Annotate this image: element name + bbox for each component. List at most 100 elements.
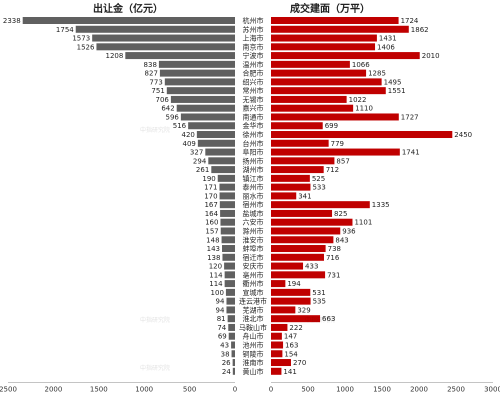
city-label: 铜陵市 bbox=[243, 349, 264, 358]
left-bar-value: 294 bbox=[193, 157, 207, 165]
left-bar bbox=[226, 306, 235, 314]
left-bar bbox=[225, 288, 235, 296]
right-bar bbox=[271, 43, 376, 51]
right-bar bbox=[271, 323, 288, 331]
watermark-text: 中指研究院 bbox=[140, 126, 170, 134]
right-tick-label: 2000 bbox=[410, 386, 428, 394]
left-bar bbox=[164, 78, 235, 86]
right-bar bbox=[271, 69, 367, 77]
city-label: 扬州市 bbox=[243, 156, 264, 165]
left-bar bbox=[224, 262, 235, 270]
city-label: 六安市 bbox=[243, 218, 264, 227]
city-label: 温州市 bbox=[243, 60, 264, 69]
city-label: 淮南市 bbox=[243, 358, 264, 367]
left-bar-value: 148 bbox=[206, 236, 219, 244]
left-bar-value: 1573 bbox=[72, 35, 90, 43]
left-bar bbox=[219, 183, 235, 191]
city-label: 泰州市 bbox=[243, 183, 264, 192]
city-label: 常州市 bbox=[243, 86, 264, 95]
left-tick-label: 2500 bbox=[0, 386, 17, 394]
right-bar bbox=[271, 218, 353, 226]
left-bar bbox=[228, 323, 235, 331]
left-bar bbox=[221, 236, 235, 244]
right-bar bbox=[271, 192, 297, 200]
city-label: 淮北市 bbox=[243, 314, 264, 323]
left-bar-value: 261 bbox=[196, 166, 209, 174]
right-bar-value: 699 bbox=[325, 122, 338, 130]
left-bar bbox=[92, 34, 235, 42]
left-bar bbox=[224, 280, 235, 288]
right-bar-value: 1431 bbox=[379, 35, 397, 43]
left-bar bbox=[219, 201, 235, 209]
right-bar bbox=[271, 139, 329, 147]
right-tick-label: 0 bbox=[269, 386, 273, 394]
right-bar-value: 1335 bbox=[372, 201, 390, 209]
right-bar-value: 663 bbox=[322, 315, 335, 323]
right-bar bbox=[271, 131, 453, 139]
left-bar bbox=[96, 43, 235, 51]
left-bar bbox=[22, 17, 236, 24]
right-bar bbox=[271, 367, 282, 375]
right-bar-value: 525 bbox=[312, 175, 325, 183]
right-tick-label: 1000 bbox=[336, 386, 354, 394]
left-bar bbox=[231, 350, 235, 358]
left-bar-value: 1754 bbox=[56, 26, 74, 34]
right-bar bbox=[271, 104, 354, 112]
right-bar-value: 270 bbox=[293, 359, 306, 367]
left-bar bbox=[196, 131, 235, 139]
right-bar-value: 329 bbox=[297, 306, 310, 314]
city-label: 台州市 bbox=[243, 139, 264, 148]
right-bar bbox=[271, 262, 304, 270]
right-bar-value: 1741 bbox=[402, 149, 420, 157]
right-bar-value: 779 bbox=[331, 140, 344, 148]
left-bar bbox=[176, 104, 235, 112]
right-bar bbox=[271, 174, 310, 182]
left-bar-value: 706 bbox=[156, 96, 170, 104]
right-bar-value: 936 bbox=[342, 227, 356, 235]
left-bar-value: 26 bbox=[222, 359, 231, 367]
left-bar-value: 43 bbox=[220, 341, 229, 349]
right-bar bbox=[271, 60, 350, 68]
left-tick-label: 500 bbox=[183, 386, 196, 394]
left-bar bbox=[222, 245, 235, 253]
left-tick-label: 2000 bbox=[44, 386, 62, 394]
city-label: 池州市 bbox=[243, 340, 264, 349]
city-label: 无锡市 bbox=[243, 95, 264, 104]
city-label: 蚌埠市 bbox=[243, 244, 264, 253]
city-label: 宣城市 bbox=[243, 288, 264, 297]
right-bar-value: 141 bbox=[283, 368, 296, 376]
right-tick-label: 3000 bbox=[484, 386, 500, 394]
left-bar bbox=[220, 209, 235, 217]
city-label: 连云港市 bbox=[239, 297, 267, 306]
right-bar bbox=[271, 271, 326, 279]
right-bar bbox=[271, 332, 282, 340]
left-bar-value: 642 bbox=[161, 105, 174, 113]
right-bar-value: 154 bbox=[284, 350, 298, 358]
right-bar-value: 533 bbox=[312, 184, 325, 192]
watermark-text: 中指研究院 bbox=[140, 316, 170, 324]
right-bar-value: 1406 bbox=[377, 43, 395, 51]
right-tick-label: 2500 bbox=[447, 386, 465, 394]
right-bar bbox=[271, 52, 420, 60]
left-bar bbox=[217, 174, 235, 182]
right-bar bbox=[271, 341, 284, 349]
right-bar bbox=[271, 183, 311, 191]
left-bar-value: 2338 bbox=[3, 17, 21, 25]
city-label: 安庆市 bbox=[243, 262, 264, 271]
city-label: 宿迁市 bbox=[243, 253, 264, 262]
left-x-axis: 2500 2000 1500 1000 500 0 bbox=[0, 382, 237, 394]
left-bar-value: 157 bbox=[205, 227, 218, 235]
city-label: 衢州市 bbox=[243, 279, 264, 288]
left-bar bbox=[227, 315, 235, 323]
left-bar-value: 167 bbox=[204, 201, 217, 209]
right-bar bbox=[271, 288, 311, 296]
right-bar-value: 1066 bbox=[352, 61, 370, 69]
left-bar-value: 1208 bbox=[105, 52, 123, 60]
right-bar bbox=[271, 315, 321, 323]
right-bar bbox=[271, 236, 334, 244]
left-bar bbox=[208, 157, 235, 165]
left-bar bbox=[228, 332, 235, 340]
right-bar-value: 531 bbox=[312, 289, 325, 297]
left-bar bbox=[211, 166, 235, 174]
left-bar-value: 420 bbox=[181, 131, 194, 139]
